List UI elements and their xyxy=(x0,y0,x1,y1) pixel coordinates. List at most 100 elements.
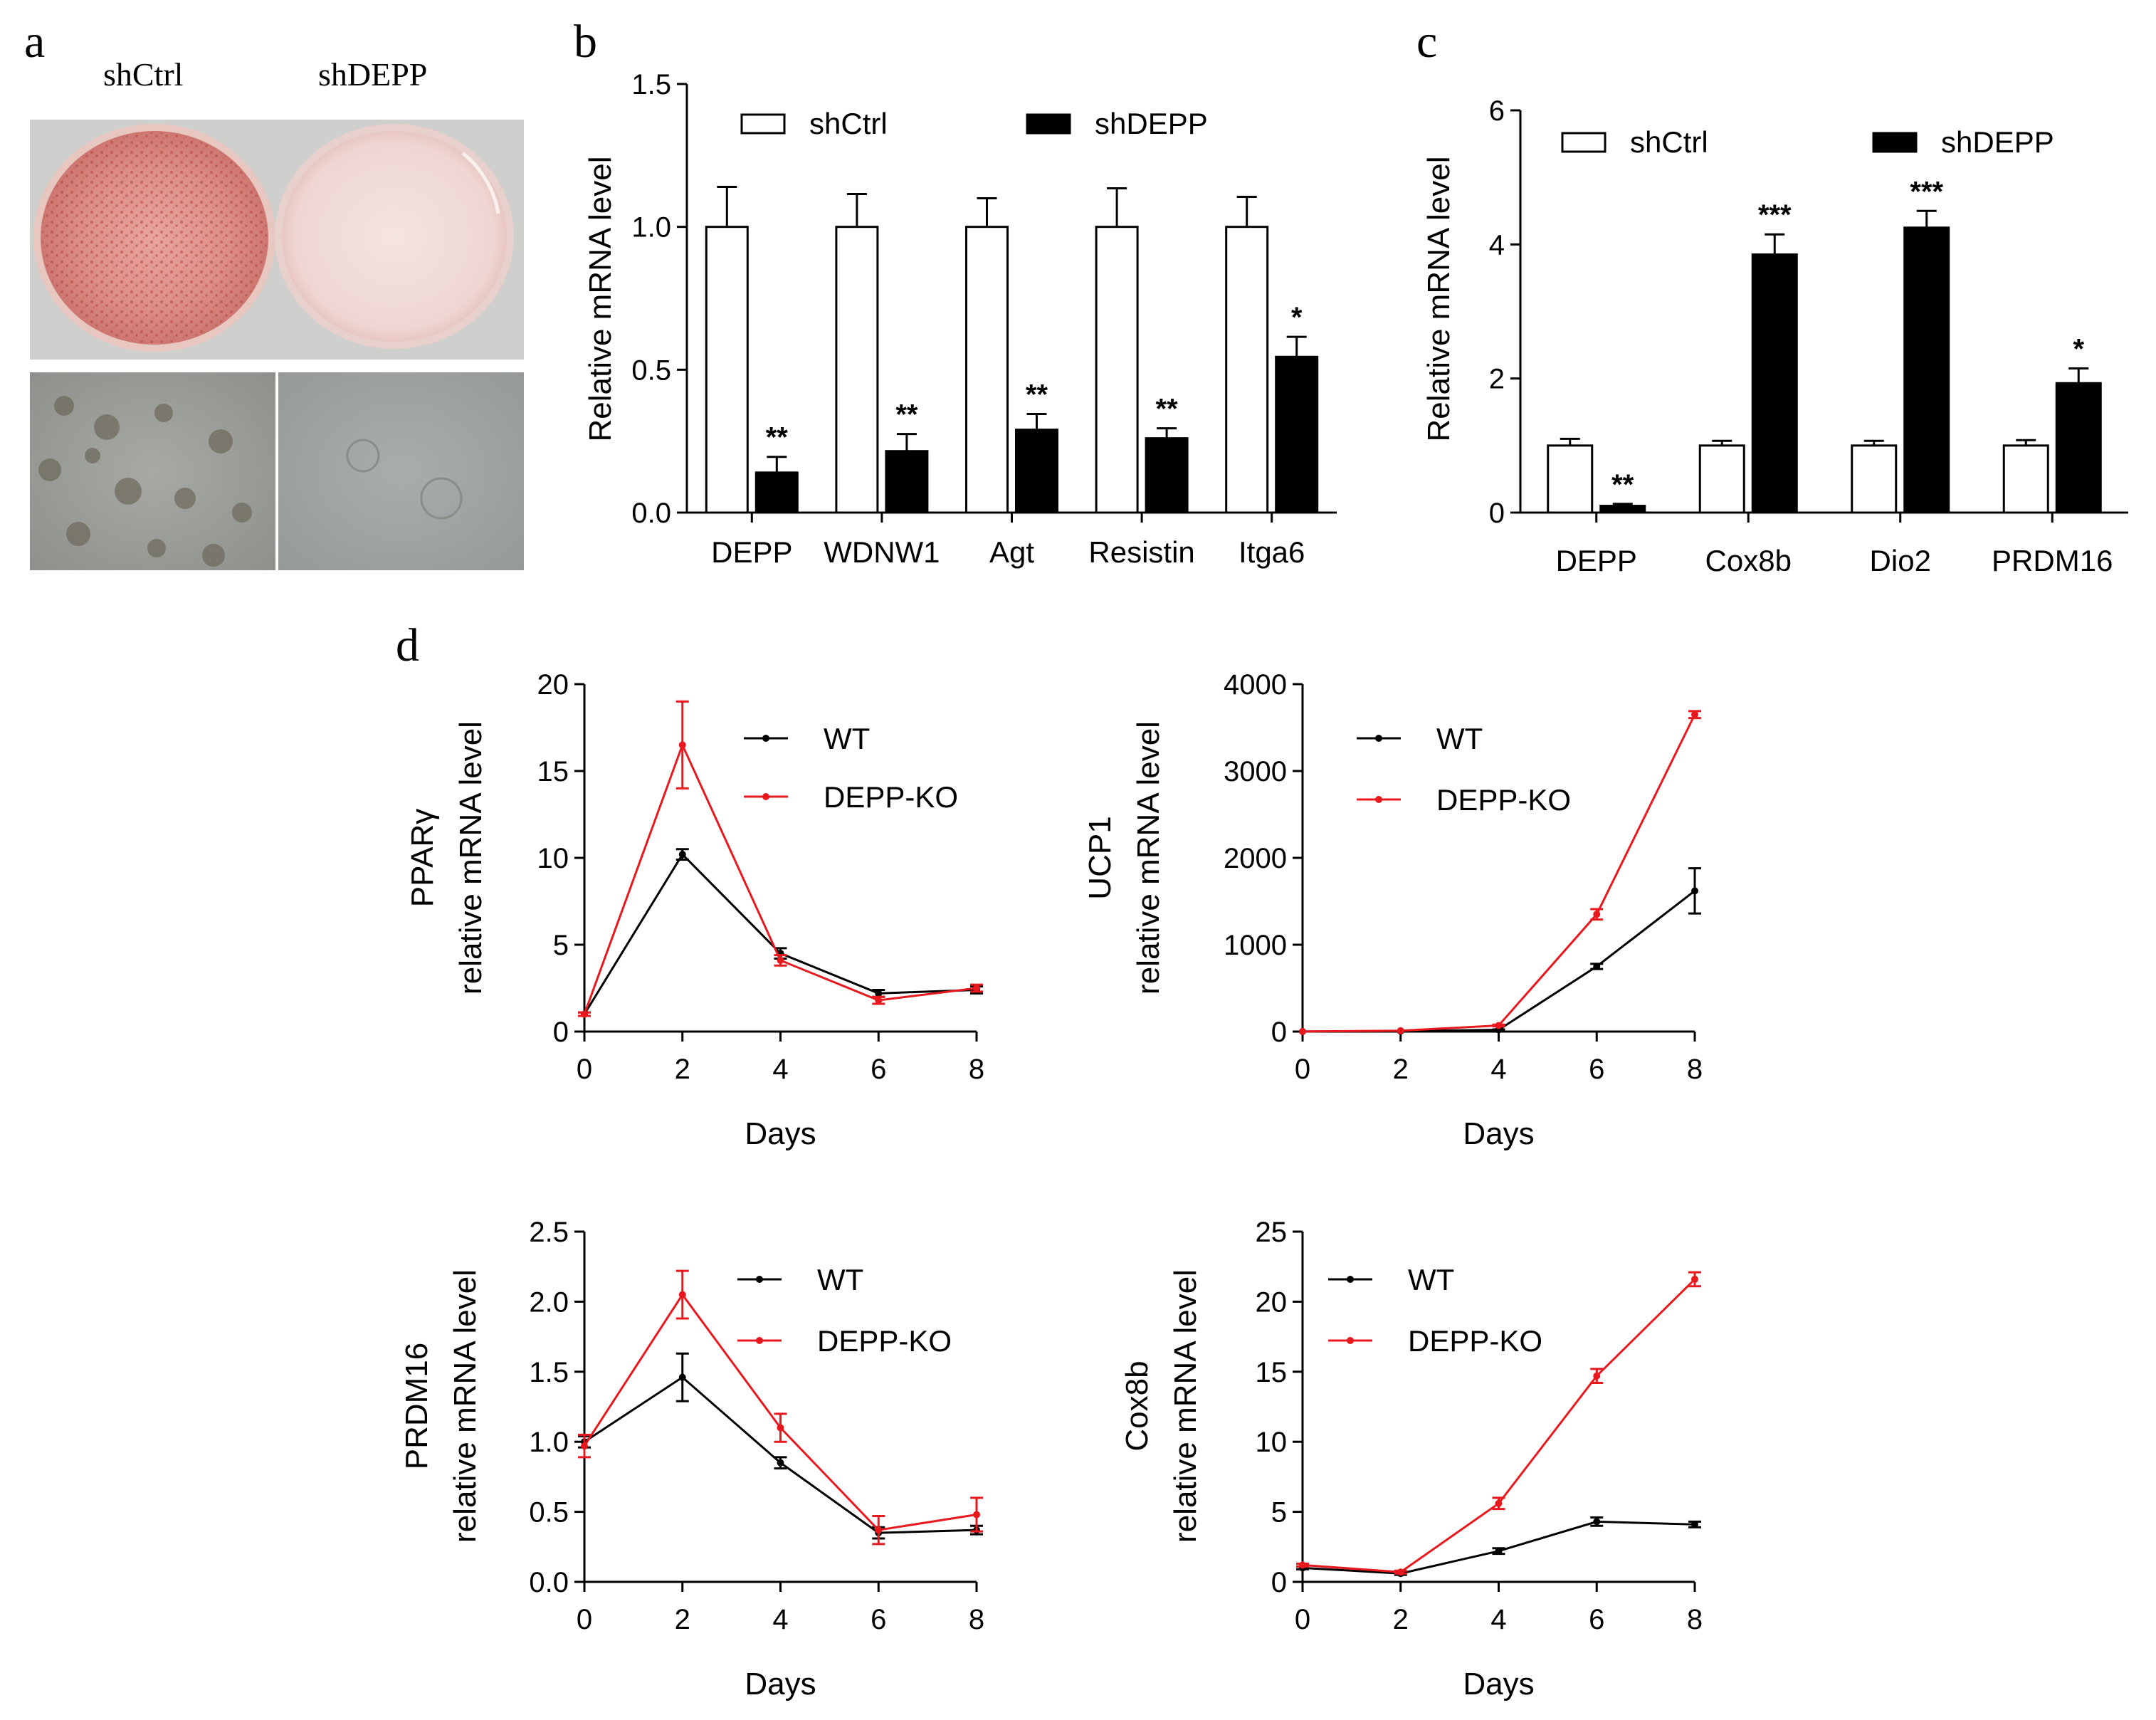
legend-label: DEPP-KO xyxy=(1408,1324,1542,1358)
x-tick-label: 2 xyxy=(1393,1604,1409,1635)
x-tick-label: 4 xyxy=(772,1604,788,1635)
x-tick-label: 6 xyxy=(1589,1604,1604,1635)
chart-0: b 0.0 0.5 1.0 1.5 Relative mRNA level DEPP ** WD… xyxy=(574,16,1337,569)
panel-letter-b: b xyxy=(574,16,597,68)
y-tick-label: 10 xyxy=(1256,1427,1288,1458)
legend-label: WT xyxy=(817,1263,863,1296)
y-tick-label: 0 xyxy=(1271,1017,1287,1048)
data-point xyxy=(1593,1518,1601,1526)
legend-label: shDEPP xyxy=(1941,125,2054,159)
y-tick-label: 5 xyxy=(1271,1497,1287,1528)
data-point xyxy=(875,997,883,1005)
series-line xyxy=(1302,1278,1696,1573)
bar xyxy=(1095,226,1139,514)
legend-marker xyxy=(1375,735,1382,742)
y-tick-label: 15 xyxy=(1256,1357,1288,1388)
data-point xyxy=(581,1442,588,1450)
x-tick-label: 8 xyxy=(1687,1054,1703,1085)
x-tick-label: 0 xyxy=(577,1054,592,1085)
bar xyxy=(2055,382,2102,514)
y-axis-label: PPARγ xyxy=(405,809,440,908)
chart-4: 0.0 0.5 1.0 1.5 2.0 2.5 PRDM16 relative mRNA le… xyxy=(399,1217,984,1701)
bar xyxy=(1547,444,1594,514)
y-tick-label: 1000 xyxy=(1224,930,1287,961)
legend-swatch xyxy=(1872,132,1918,153)
y-tick-label: 6 xyxy=(1489,95,1505,127)
x-tick-label: 8 xyxy=(969,1054,984,1085)
series-line xyxy=(583,852,977,1015)
bar xyxy=(1599,505,1646,514)
x-tick-label: 4 xyxy=(1490,1604,1506,1635)
bar xyxy=(1698,444,1745,514)
y-tick-label: 5 xyxy=(553,930,569,961)
chart-2: d 0 5 10 15 20 PPARγ relative mRNA level 0 2 4 6 8 Da… xyxy=(396,619,984,1151)
y-tick-label: 0.5 xyxy=(631,355,671,386)
significance-label: * xyxy=(1291,302,1303,333)
x-axis-label: Days xyxy=(1463,1116,1534,1151)
y-axis-label: UCP1 xyxy=(1083,816,1118,899)
y-tick-label: 0.0 xyxy=(529,1567,569,1598)
x-tick-label: 0 xyxy=(1295,1054,1310,1085)
category-label: Agt xyxy=(989,535,1034,569)
data-point xyxy=(1495,1499,1503,1507)
y-tick-label: 2 xyxy=(1489,364,1505,395)
y-tick-label: 0 xyxy=(553,1017,569,1048)
y-tick-label: 2.0 xyxy=(529,1286,569,1318)
bar xyxy=(1015,429,1058,514)
x-axis-label: Days xyxy=(745,1667,816,1701)
significance-label: ** xyxy=(895,399,918,431)
bar xyxy=(2002,444,2049,514)
legend-label: WT xyxy=(1408,1263,1454,1296)
legend-marker xyxy=(1347,1276,1354,1283)
data-point xyxy=(678,741,686,749)
data-point xyxy=(973,1511,980,1519)
data-point xyxy=(1495,1547,1503,1555)
bar xyxy=(1275,355,1319,514)
data-point xyxy=(1397,1568,1404,1576)
legend-label: DEPP-KO xyxy=(1436,783,1571,817)
data-point xyxy=(1691,1521,1698,1528)
y-tick-label: 15 xyxy=(537,756,569,787)
category-label: PRDM16 xyxy=(1992,544,2113,577)
y-tick-label: 10 xyxy=(537,843,569,874)
bar xyxy=(1903,226,1950,514)
data-point xyxy=(1691,887,1698,895)
bar xyxy=(1851,444,1898,514)
y-tick-label: 20 xyxy=(537,669,569,701)
legend-swatch xyxy=(740,113,786,135)
y-tick-label: 2000 xyxy=(1224,843,1287,874)
x-tick-label: 8 xyxy=(1687,1604,1703,1635)
bar xyxy=(1145,437,1189,514)
significance-label: *** xyxy=(1758,199,1792,231)
y-tick-label: 0.5 xyxy=(529,1497,569,1528)
photo-label-shdepp: shDEPP xyxy=(318,56,427,93)
x-tick-label: 4 xyxy=(772,1054,788,1085)
y-tick-label: 0 xyxy=(1271,1567,1287,1598)
significance-label: ** xyxy=(1156,394,1179,425)
y-axis-label: relative mRNA level xyxy=(1131,721,1166,995)
x-tick-label: 6 xyxy=(871,1604,886,1635)
y-tick-label: 4000 xyxy=(1224,669,1287,701)
y-tick-label: 25 xyxy=(1256,1217,1288,1248)
data-point xyxy=(973,985,980,992)
y-axis-label: relative mRNA level xyxy=(448,1269,483,1543)
data-point xyxy=(875,990,883,997)
y-tick-label: 0 xyxy=(1489,498,1505,529)
significance-label: ** xyxy=(1026,379,1048,411)
bar xyxy=(1751,253,1798,514)
data-point xyxy=(678,1373,686,1381)
data-point xyxy=(777,1459,784,1467)
x-axis-label: Days xyxy=(1463,1667,1534,1701)
bar xyxy=(965,226,1009,514)
data-point xyxy=(1299,1561,1306,1569)
bar xyxy=(1225,226,1269,514)
chart-1: c 0 2 4 6 Relative mRNA level DEPP ** Cox8b *** Di… xyxy=(1416,16,2128,577)
y-axis-label: Cox8b xyxy=(1120,1360,1155,1451)
series-line xyxy=(584,1375,977,1534)
panel-letter-a: a xyxy=(24,16,45,68)
y-tick-label: 3000 xyxy=(1224,756,1287,787)
chart-5: 0 5 10 15 20 25 Cox8b relative mRNA level 0 2 4 6 8 D… xyxy=(1120,1217,1703,1701)
y-tick-label: 1.0 xyxy=(631,212,671,243)
significance-label: * xyxy=(2073,334,2084,365)
